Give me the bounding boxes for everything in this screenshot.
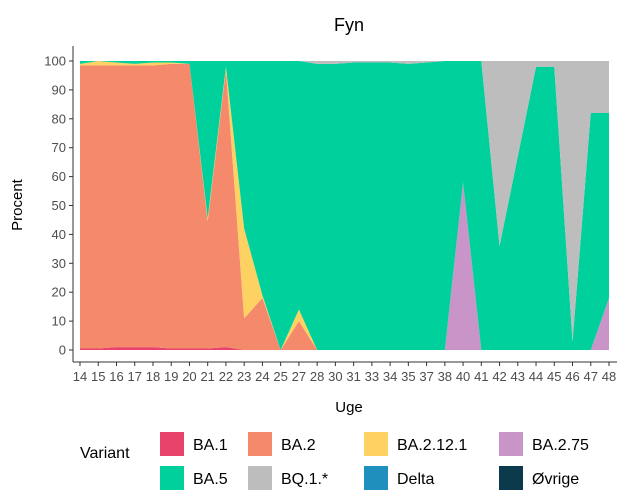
x-tick-label: 38 <box>438 369 452 384</box>
legend-label: BA.2 <box>281 437 316 454</box>
legend-title: Variant <box>80 445 130 462</box>
legend-label: BA.2.75 <box>532 437 589 454</box>
x-tick-label: 14 <box>73 369 87 384</box>
legend-label: BQ.1.* <box>281 471 328 488</box>
legend-swatch <box>248 432 272 456</box>
y-tick-label: 60 <box>52 169 66 184</box>
x-tick-label: 47 <box>584 369 598 384</box>
x-tick-label: 24 <box>255 369 269 384</box>
legend-label: BA.2.12.1 <box>397 437 467 454</box>
x-tick-label: 43 <box>511 369 525 384</box>
legend-swatch <box>364 432 388 456</box>
y-axis-label: Procent <box>9 178 26 231</box>
y-tick-label: 0 <box>59 343 66 358</box>
x-tick-label: 30 <box>328 369 342 384</box>
legend-swatch <box>248 466 272 490</box>
x-tick-label: 31 <box>346 369 360 384</box>
x-tick-label: 19 <box>164 369 178 384</box>
legend-label: Øvrige <box>532 471 579 488</box>
legend: Variant BA.1 BA.2 BA.2.12.1 BA.2.75 BA.5 BQ.1.… <box>80 432 589 490</box>
x-tick-label: 37 <box>419 369 433 384</box>
x-tick-label: 44 <box>529 369 543 384</box>
area-ba-2 <box>80 63 609 350</box>
chart-title: Fyn <box>334 15 364 35</box>
area-bq-1- <box>80 61 609 342</box>
x-axis-label: Uge <box>335 399 363 416</box>
x-tick-label: 33 <box>365 369 379 384</box>
x-tick-label: 42 <box>492 369 506 384</box>
legend-item: BQ.1.* <box>248 466 328 490</box>
x-tick-label: 17 <box>127 369 141 384</box>
y-tick-label: 90 <box>52 82 66 97</box>
legend-swatch <box>499 466 523 490</box>
y-tick-label: 50 <box>52 198 66 213</box>
x-tick-label: 18 <box>146 369 160 384</box>
area-layers <box>80 61 609 350</box>
x-tick-label: 16 <box>109 369 123 384</box>
x-tick-label: 25 <box>273 369 287 384</box>
legend-item: BA.1 <box>160 432 228 456</box>
legend-item: BA.2 <box>248 432 316 456</box>
x-tick-label: 41 <box>474 369 488 384</box>
legend-item: BA.2.75 <box>499 432 589 456</box>
y-tick-label: 10 <box>52 314 66 329</box>
x-tick-label: 45 <box>547 369 561 384</box>
y-tick-label: 100 <box>44 54 66 69</box>
y-tick-label: 30 <box>52 256 66 271</box>
legend-item: BA.2.12.1 <box>364 432 467 456</box>
legend-label: Delta <box>397 471 434 488</box>
x-tick-label: 23 <box>237 369 251 384</box>
y-tick-label: 70 <box>52 140 66 155</box>
legend-item: BA.5 <box>160 466 228 490</box>
y-tick-label: 40 <box>52 227 66 242</box>
legend-swatch <box>160 466 184 490</box>
legend-swatch <box>364 466 388 490</box>
legend-label: BA.5 <box>193 471 228 488</box>
x-tick-label: 22 <box>219 369 233 384</box>
x-tick-label: 35 <box>401 369 415 384</box>
legend-item: Delta <box>364 466 434 490</box>
x-tick-label: 21 <box>200 369 214 384</box>
x-tick-label: 46 <box>565 369 579 384</box>
y-tick-label: 80 <box>52 111 66 126</box>
legend-swatch <box>499 432 523 456</box>
x-tick-label: 28 <box>310 369 324 384</box>
legend-swatch <box>160 432 184 456</box>
y-tick-label: 20 <box>52 285 66 300</box>
x-tick-label: 34 <box>383 369 397 384</box>
x-tick-label: 48 <box>602 369 616 384</box>
legend-item: Øvrige <box>499 466 579 490</box>
x-tick-label: 20 <box>182 369 196 384</box>
x-tick-label: 27 <box>292 369 306 384</box>
x-tick-label: 40 <box>456 369 470 384</box>
x-tick-label: 15 <box>91 369 105 384</box>
axes: 0 10 20 30 40 50 60 70 80 90 100 14 15 16 17 18 19 20 21 22… <box>44 46 617 384</box>
area-ba-1 <box>80 347 609 350</box>
area-ba-5 <box>80 61 609 350</box>
legend-label: BA.1 <box>193 437 228 454</box>
